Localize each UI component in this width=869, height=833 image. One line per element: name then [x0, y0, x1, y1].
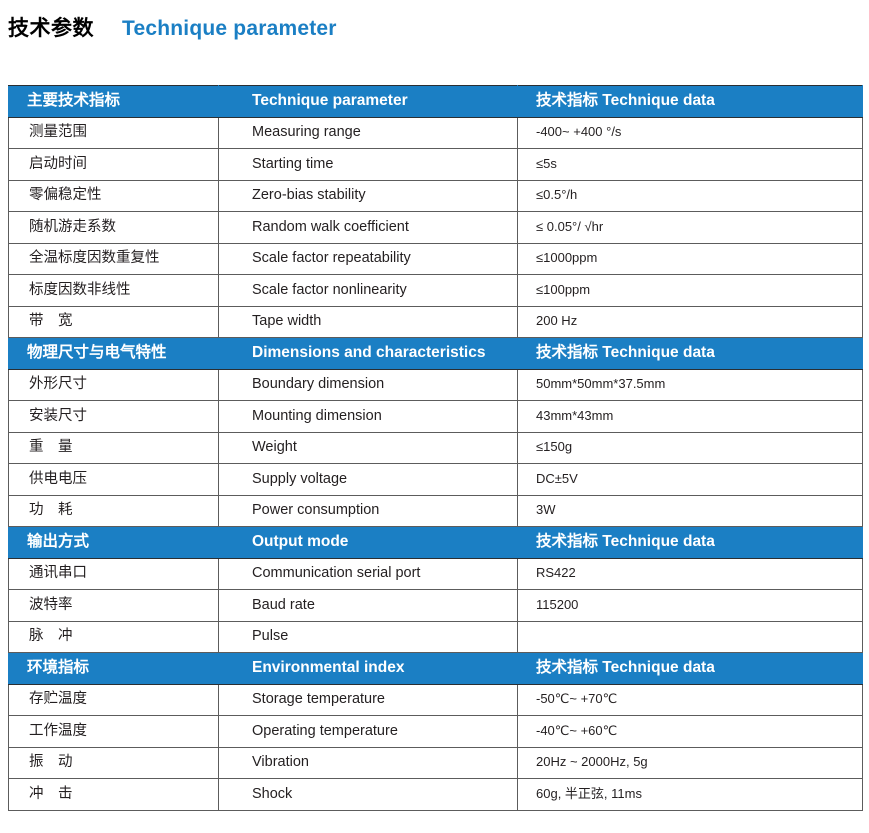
param-value: 43mm*43mm [517, 400, 863, 433]
param-value: 3W [517, 494, 863, 527]
param-label-cn: 冲 击 [8, 778, 219, 811]
param-value: RS422 [517, 557, 863, 590]
param-label-en: Random walk coefficient [218, 211, 518, 244]
table-row: 功 耗 Power consumption 3W [8, 494, 863, 527]
param-value: ≤0.5°/h [517, 179, 863, 212]
section-header-en: Dimensions and characteristics [218, 337, 518, 370]
table-row: 脉 冲 Pulse [8, 620, 863, 653]
param-label-en: Storage temperature [218, 683, 518, 716]
page-title: 技术参数 Technique parameter [8, 12, 337, 42]
param-label-en: Power consumption [218, 494, 518, 527]
section-header-cn: 环境指标 [8, 652, 219, 685]
param-value [517, 620, 863, 653]
table-row: 存贮温度 Storage temperature -50℃~ +70℃ [8, 683, 863, 716]
param-value: 115200 [517, 589, 863, 622]
table-body: 主要技术指标 Technique parameter 技术指标 Technique … [8, 85, 863, 811]
section-header-data: 技术指标 Technique data [517, 652, 863, 685]
param-label-en: Scale factor repeatability [218, 242, 518, 275]
table-row: 工作温度 Operating temperature -40℃~ +60℃ [8, 715, 863, 748]
table-row: 振 动 Vibration 20Hz ~ 2000Hz, 5g [8, 746, 863, 779]
section-header-row: 主要技术指标 Technique parameter 技术指标 Technique … [8, 85, 863, 118]
param-label-cn: 通讯串口 [8, 557, 219, 590]
param-label-cn: 带 宽 [8, 305, 219, 338]
page-title-en: Technique parameter [122, 17, 337, 40]
table-row: 启动时间 Starting time ≤5s [8, 148, 863, 181]
param-value: 50mm*50mm*37.5mm [517, 368, 863, 401]
table-row: 外形尺寸 Boundary dimension 50mm*50mm*37.5mm [8, 368, 863, 401]
param-label-en: Boundary dimension [218, 368, 518, 401]
section-header-en: Output mode [218, 526, 518, 559]
param-label-cn: 存贮温度 [8, 683, 219, 716]
param-label-cn: 脉 冲 [8, 620, 219, 653]
param-value: ≤100ppm [517, 274, 863, 307]
section-header-data: 技术指标 Technique data [517, 85, 863, 118]
table-row: 冲 击 Shock 60g, 半正弦, 11ms [8, 778, 863, 811]
param-label-cn: 波特率 [8, 589, 219, 622]
section-header-data: 技术指标 Technique data [517, 526, 863, 559]
param-label-en: Communication serial port [218, 557, 518, 590]
param-label-en: Pulse [218, 620, 518, 653]
param-label-en: Shock [218, 778, 518, 811]
param-value: ≤5s [517, 148, 863, 181]
param-label-cn: 振 动 [8, 746, 219, 779]
param-label-en: Baud rate [218, 589, 518, 622]
table-row: 安装尺寸 Mounting dimension 43mm*43mm [8, 400, 863, 433]
table-row: 标度因数非线性 Scale factor nonlinearity ≤100ppm [8, 274, 863, 307]
page-title-cn: 技术参数 [8, 17, 94, 40]
param-label-en: Tape width [218, 305, 518, 338]
section-header-row: 环境指标 Environmental index 技术指标 Technique da… [8, 652, 863, 685]
param-label-cn: 供电电压 [8, 463, 219, 496]
param-label-en: Zero-bias stability [218, 179, 518, 212]
param-label-cn: 功 耗 [8, 494, 219, 527]
param-label-en: Scale factor nonlinearity [218, 274, 518, 307]
section-header-cn: 输出方式 [8, 526, 219, 559]
table-row: 通讯串口 Communication serial port RS422 [8, 557, 863, 590]
param-value: -50℃~ +70℃ [517, 683, 863, 716]
section-header-cn: 物理尺寸与电气特性 [8, 337, 219, 370]
table-row: 随机游走系数 Random walk coefficient ≤ 0.05°/ √h… [8, 211, 863, 244]
table-row: 零偏稳定性 Zero-bias stability ≤0.5°/h [8, 179, 863, 212]
param-label-en: Measuring range [218, 116, 518, 149]
table-row: 重 量 Weight ≤150g [8, 431, 863, 464]
table-row: 测量范围 Measuring range -400~ +400 °/s [8, 116, 863, 149]
param-label-cn: 安装尺寸 [8, 400, 219, 433]
param-label-en: Starting time [218, 148, 518, 181]
section-header-data: 技术指标 Technique data [517, 337, 863, 370]
param-label-cn: 启动时间 [8, 148, 219, 181]
table-row: 波特率 Baud rate 115200 [8, 589, 863, 622]
param-value: 200 Hz [517, 305, 863, 338]
param-label-cn: 随机游走系数 [8, 211, 219, 244]
param-label-en: Vibration [218, 746, 518, 779]
param-value: ≤ 0.05°/ √hr [517, 211, 863, 244]
param-label-cn: 重 量 [8, 431, 219, 464]
table-row: 供电电压 Supply voltage DC±5V [8, 463, 863, 496]
section-header-cn: 主要技术指标 [8, 85, 219, 118]
section-header-en: Technique parameter [218, 85, 518, 118]
section-header-en: Environmental index [218, 652, 518, 685]
param-label-cn: 工作温度 [8, 715, 219, 748]
param-label-cn: 标度因数非线性 [8, 274, 219, 307]
section-header-row: 输出方式 Output mode 技术指标 Technique data [8, 526, 863, 559]
param-label-cn: 零偏稳定性 [8, 179, 219, 212]
param-label-en: Supply voltage [218, 463, 518, 496]
table-row: 全温标度因数重复性 Scale factor repeatability ≤1000… [8, 242, 863, 275]
param-value: ≤150g [517, 431, 863, 464]
param-value: ≤1000ppm [517, 242, 863, 275]
technique-parameter-table: 主要技术指标 Technique parameter 技术指标 Technique … [8, 85, 863, 811]
param-label-cn: 测量范围 [8, 116, 219, 149]
param-label-cn: 外形尺寸 [8, 368, 219, 401]
param-label-en: Operating temperature [218, 715, 518, 748]
param-value: 60g, 半正弦, 11ms [517, 778, 863, 811]
param-value: 20Hz ~ 2000Hz, 5g [517, 746, 863, 779]
table-row: 带 宽 Tape width 200 Hz [8, 305, 863, 338]
param-value: DC±5V [517, 463, 863, 496]
param-value: -400~ +400 °/s [517, 116, 863, 149]
param-label-en: Mounting dimension [218, 400, 518, 433]
param-value: -40℃~ +60℃ [517, 715, 863, 748]
section-header-row: 物理尺寸与电气特性 Dimensions and characteristics 技… [8, 337, 863, 370]
param-label-en: Weight [218, 431, 518, 464]
param-label-cn: 全温标度因数重复性 [8, 242, 219, 275]
